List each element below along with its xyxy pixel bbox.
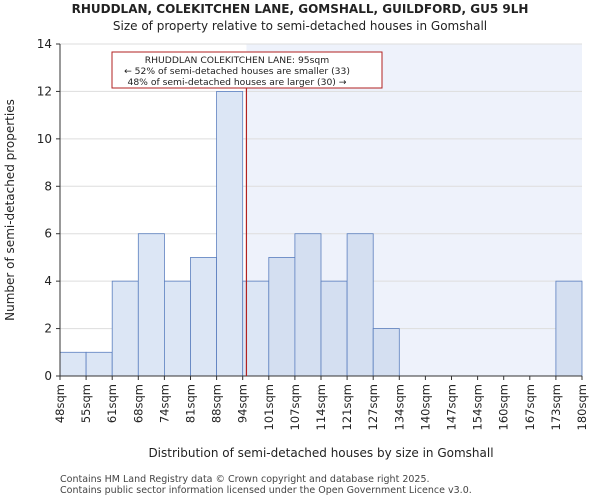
x-tick-label: 55sqm: [79, 384, 93, 423]
histogram-bar: [85, 351, 113, 377]
y-tick-label: 4: [44, 274, 52, 288]
histogram-bar: [242, 280, 270, 377]
y-tick-label: 8: [44, 179, 52, 193]
x-tick-label: 147sqm: [445, 384, 459, 430]
x-tick-label: 88sqm: [210, 384, 224, 423]
histogram-bar: [216, 91, 244, 377]
y-tick-label: 0: [44, 369, 52, 383]
footer-line-2: Contains public sector information licen…: [60, 485, 472, 496]
x-tick-label: 74sqm: [157, 384, 171, 423]
y-tick-label: 14: [37, 37, 52, 51]
histogram-bar: [294, 233, 322, 377]
annotation-line: 48% of semi-detached houses are larger (…: [127, 77, 346, 88]
histogram-bar: [111, 280, 139, 377]
histogram-bar: [320, 280, 348, 377]
annotation-line: RHUDDLAN COLEKITCHEN LANE: 95sqm: [145, 55, 329, 66]
x-tick-label: 68sqm: [131, 384, 145, 423]
histogram-bar: [59, 351, 87, 377]
x-tick-label: 107sqm: [288, 384, 302, 430]
histogram-bar: [190, 257, 218, 377]
y-tick-label: 6: [44, 227, 52, 241]
x-tick-label: 61sqm: [105, 384, 119, 423]
x-tick-label: 121sqm: [340, 384, 354, 430]
histogram-bar: [163, 280, 191, 377]
x-tick-label: 48sqm: [53, 384, 67, 423]
x-axis-title: Distribution of semi-detached houses by …: [148, 446, 493, 460]
y-tick-label: 12: [37, 84, 52, 98]
x-tick-label: 134sqm: [392, 384, 406, 430]
y-tick-label: 2: [44, 322, 52, 336]
x-tick-label: 154sqm: [471, 384, 485, 430]
footer-line-1: Contains HM Land Registry data © Crown c…: [60, 474, 430, 485]
histogram-bar: [346, 233, 374, 377]
histogram-bar: [268, 257, 296, 377]
x-tick-label: 167sqm: [523, 384, 537, 430]
histogram-bar: [137, 233, 165, 377]
x-tick-label: 180sqm: [575, 384, 589, 430]
x-tick-label: 114sqm: [314, 384, 328, 430]
histogram-bar: [555, 280, 583, 377]
y-axis-title: Number of semi-detached properties: [3, 99, 17, 321]
histogram-bar: [372, 328, 400, 377]
x-tick-label: 173sqm: [549, 384, 563, 430]
chart-subtitle: Size of property relative to semi-detach…: [112, 19, 488, 33]
x-tick-label: 81sqm: [184, 384, 198, 423]
x-tick-label: 140sqm: [418, 384, 432, 430]
annotation-box: [111, 51, 383, 89]
x-tick-label: 160sqm: [497, 384, 511, 430]
x-tick-label: 127sqm: [366, 384, 380, 430]
x-tick-label: 101sqm: [262, 384, 276, 430]
x-tick-label: 94sqm: [236, 384, 250, 423]
annotation-line: ← 52% of semi-detached houses are smalle…: [124, 66, 350, 77]
y-tick-label: 10: [37, 132, 52, 146]
chart-title: RHUDDLAN, COLEKITCHEN LANE, GOMSHALL, GU…: [71, 2, 529, 16]
